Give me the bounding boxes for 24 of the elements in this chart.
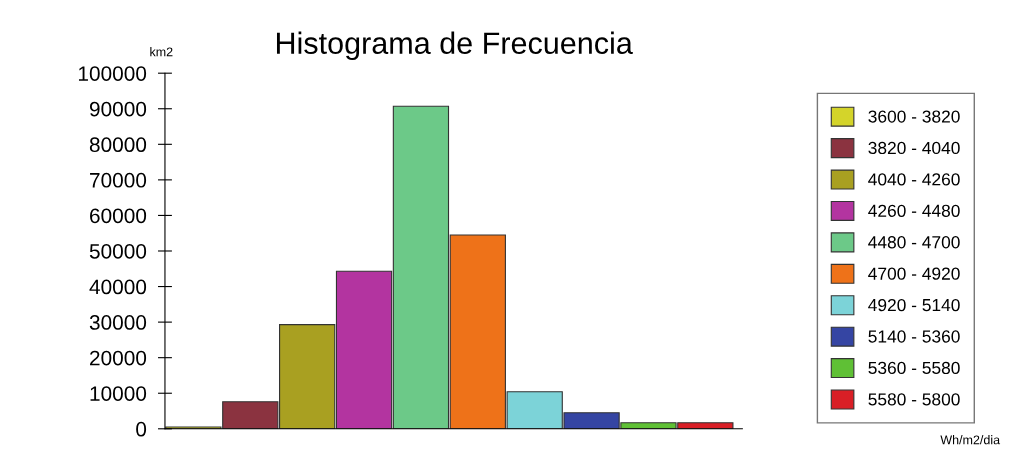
legend-label: 3820 - 4040 [868, 141, 960, 155]
legend-label: 5140 - 5360 [868, 330, 960, 343]
y-tick-label: 60000 [90, 208, 147, 224]
y-tick-label: 70000 [90, 172, 147, 188]
y-tick-label: 50000 [89, 243, 147, 259]
legend-label: 4480 - 4700 [868, 236, 960, 249]
text: Wh/m2/dia [940, 435, 1001, 445]
y-tick-label: 80000 [89, 137, 147, 153]
legend-label: 5360 - 5580 [868, 361, 960, 375]
y-tick-label: 90000 [89, 101, 147, 117]
y-tick-label: 0 [136, 421, 147, 437]
y-tick-label: 30000 [89, 315, 147, 330]
y-tick-label: 100000 [78, 66, 147, 81]
chart-title: Histograma de Frecuencia [276, 31, 633, 61]
legend-label: 4920 - 5140 [868, 298, 960, 312]
legend-label: 4260 - 4480 [868, 204, 960, 217]
legend-label: 4700 - 4920 [868, 267, 960, 280]
y-tick-label: 40000 [89, 279, 147, 295]
y-tick-label: 10000 [90, 386, 147, 401]
y-tick-label: 20000 [90, 350, 147, 366]
text: km2 [150, 47, 173, 57]
legend-label: 5580 - 5800 [868, 393, 960, 406]
legend-label: 4040 - 4260 [868, 173, 960, 186]
legend-label: 3600 - 3820 [868, 110, 960, 123]
